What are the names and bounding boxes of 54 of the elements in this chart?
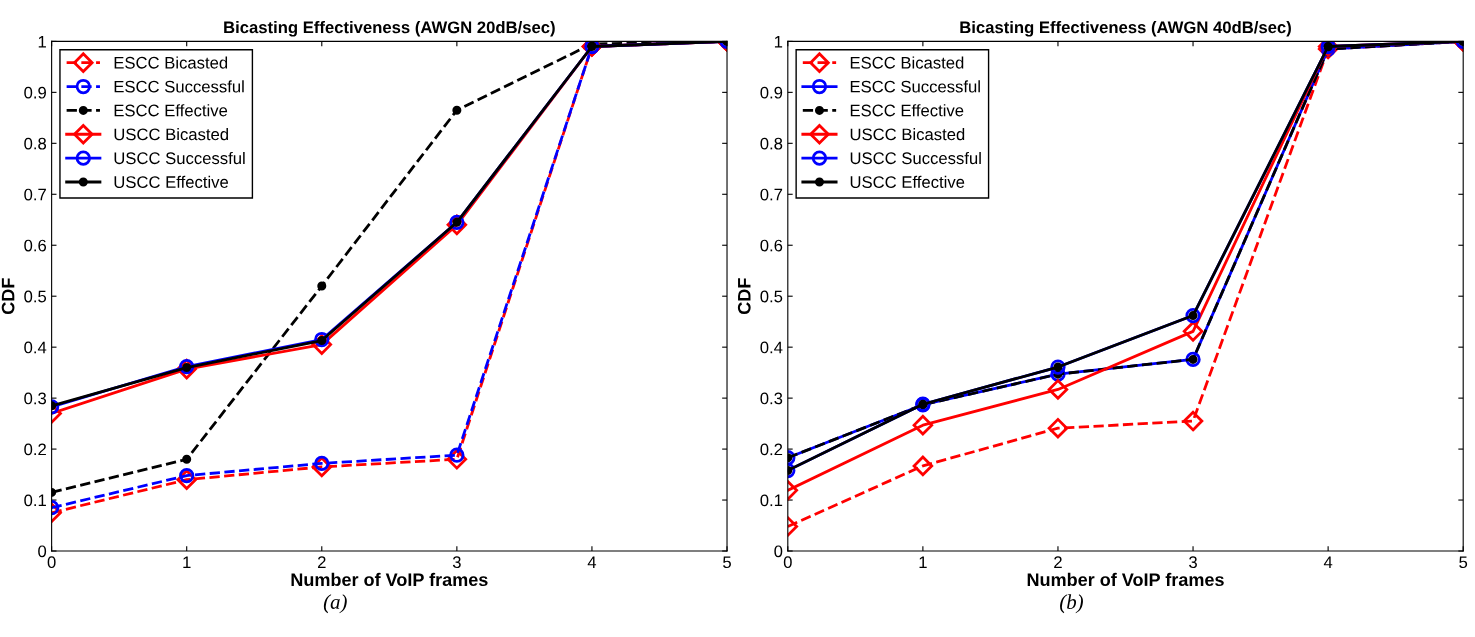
x-tick-label: 5 <box>1459 556 1468 569</box>
legend-label: ESCC Successful <box>850 80 980 93</box>
x-tick-label: 1 <box>919 556 927 568</box>
y-tick-label: 0.1 <box>24 494 46 507</box>
y-tick-label: 1 <box>38 35 46 48</box>
legend-label: USCC Bicasted <box>114 128 228 141</box>
text: (b) <box>1060 594 1083 614</box>
x-axis-title: Number of VoIP frames <box>291 572 488 587</box>
legend-label: USCC Effective <box>850 175 965 188</box>
y-tick-label: 0.6 <box>760 239 783 252</box>
x-tick-label: 1 <box>183 556 191 568</box>
y-tick-label: 0.4 <box>760 341 783 354</box>
y-axis-title: CDF <box>1 278 15 315</box>
legend-label: USCC Successful <box>114 151 245 165</box>
legend-label: USCC Effective <box>114 175 229 188</box>
y-tick-label: 1 <box>774 35 783 48</box>
y-tick-label: 0 <box>38 545 47 558</box>
y-tick-label: 0.3 <box>24 392 47 405</box>
y-tick-label: 0.9 <box>760 86 783 99</box>
chart-title: Bicasting Effectiveness (AWGN 40dB/sec) <box>960 20 1291 37</box>
y-tick-label: 0.2 <box>760 443 783 456</box>
y-axis-title: CDF <box>737 278 751 315</box>
legend-label: ESCC Successful <box>114 80 244 93</box>
x-tick-label: 3 <box>452 556 461 569</box>
x-axis-title: Number of VoIP frames <box>1027 572 1224 587</box>
y-tick-label: 0 <box>774 545 783 558</box>
legend-label: USCC Successful <box>850 151 981 165</box>
x-tick-label: 4 <box>1323 556 1333 568</box>
legend-label: USCC Bicasted <box>850 128 965 141</box>
y-tick-label: 0.4 <box>24 341 47 354</box>
x-tick-label: 0 <box>47 556 56 569</box>
legend-label: ESCC Bicasted <box>114 56 228 69</box>
x-tick-label: 0 <box>783 556 792 569</box>
x-tick-label: 5 <box>723 556 731 569</box>
y-tick-label: 0.9 <box>24 86 46 99</box>
y-tick-label: 0.8 <box>760 137 783 150</box>
y-tick-label: 0.2 <box>24 443 46 456</box>
y-tick-label: 0.7 <box>760 188 783 201</box>
text: (a) <box>323 594 347 614</box>
x-tick-label: 2 <box>317 556 326 568</box>
y-tick-label: 0.7 <box>24 188 46 201</box>
y-tick-label: 0.5 <box>24 290 47 303</box>
chart-title: Bicasting Effectiveness (AWGN 20dB/sec) <box>224 20 555 37</box>
y-tick-label: 0.3 <box>760 392 783 405</box>
legend-label: ESCC Effective <box>114 104 228 117</box>
y-tick-label: 0.1 <box>760 494 783 507</box>
x-tick-label: 3 <box>1189 556 1197 569</box>
y-tick-label: 0.8 <box>24 137 47 150</box>
legend-label: ESCC Bicasted <box>850 56 964 69</box>
y-tick-label: 0.6 <box>24 239 47 252</box>
legend-label: ESCC Effective <box>850 104 964 117</box>
x-tick-label: 4 <box>587 556 597 568</box>
x-tick-label: 2 <box>1054 556 1062 568</box>
y-tick-label: 0.5 <box>760 290 783 303</box>
